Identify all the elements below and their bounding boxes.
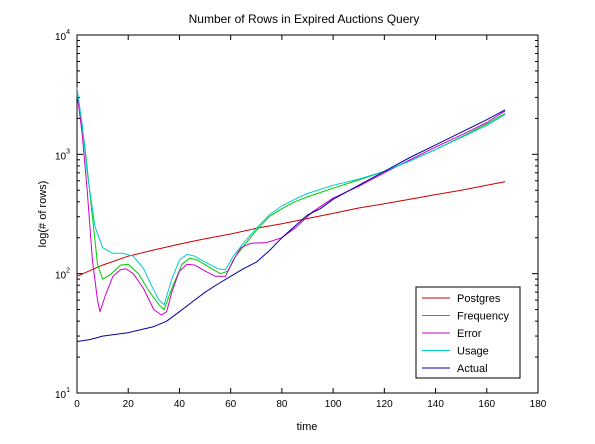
x-axis-label: time: [297, 421, 318, 433]
x-tick-label: 20: [123, 399, 135, 410]
x-tick-label: 100: [325, 399, 342, 410]
x-tick-label: 120: [376, 399, 393, 410]
legend-label-frequency: Frequency: [457, 311, 509, 323]
y-tick-label: 103: [55, 148, 70, 162]
series-layer: [76, 87, 506, 342]
chart-title: Number of Rows in Expired Auctions Query: [189, 12, 420, 26]
x-tick-label: 180: [530, 399, 547, 410]
x-tick-label: 0: [74, 399, 80, 410]
series-line-error: [76, 92, 506, 316]
legend-label-actual: Actual: [457, 363, 488, 375]
legend-label-usage: Usage: [457, 346, 489, 358]
y-tick-label: 104: [55, 29, 70, 43]
legend: Postgres Frequency Error Usage Actual: [415, 286, 521, 379]
x-tick-label: 40: [174, 399, 186, 410]
series-line-usage: [76, 87, 506, 306]
x-tick-label: 60: [225, 399, 237, 410]
x-tick-label: 160: [478, 399, 495, 410]
axis-ticks: 0 20 40 60 80 100 120 140 160 180 101 102 103 104: [55, 29, 547, 410]
y-tick-label: 101: [55, 387, 70, 401]
y-tick-label: 102: [55, 268, 70, 282]
series-line-postgres: [76, 181, 506, 277]
legend-label-postgres: Postgres: [457, 293, 501, 305]
series-line-actual: [76, 109, 506, 342]
x-tick-label: 80: [276, 399, 288, 410]
y-axis-label: log(# of rows): [37, 181, 49, 248]
legend-label-error: Error: [457, 328, 482, 340]
x-tick-label: 140: [427, 399, 444, 410]
